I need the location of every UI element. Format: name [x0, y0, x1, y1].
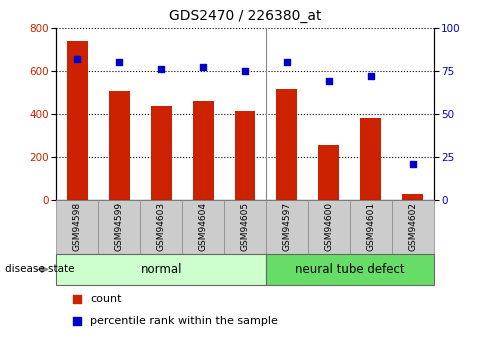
Point — [325, 78, 333, 84]
Bar — [98, 200, 140, 254]
Bar — [350, 200, 392, 254]
Point — [283, 59, 291, 65]
Point — [367, 73, 375, 79]
Text: GSM94602: GSM94602 — [408, 202, 417, 252]
Text: normal: normal — [141, 263, 182, 276]
Text: count: count — [90, 294, 122, 304]
Bar — [266, 254, 434, 285]
Text: GSM94604: GSM94604 — [198, 202, 208, 252]
Text: neural tube defect: neural tube defect — [295, 263, 405, 276]
Text: GDS2470 / 226380_at: GDS2470 / 226380_at — [169, 9, 321, 23]
Bar — [266, 200, 308, 254]
Bar — [182, 200, 224, 254]
Text: disease state: disease state — [5, 265, 74, 274]
Text: GSM94605: GSM94605 — [241, 202, 249, 252]
Text: GSM94601: GSM94601 — [366, 202, 375, 252]
Bar — [109, 91, 130, 200]
Point — [409, 161, 416, 167]
Bar — [318, 145, 339, 200]
Bar — [140, 200, 182, 254]
Bar — [193, 101, 214, 200]
Text: GSM94603: GSM94603 — [157, 202, 166, 252]
Point — [157, 66, 165, 72]
Bar — [392, 200, 434, 254]
Bar — [67, 41, 88, 200]
Bar — [56, 254, 266, 285]
Text: GSM94600: GSM94600 — [324, 202, 333, 252]
Point — [346, 12, 354, 18]
Bar — [402, 194, 423, 200]
Bar — [56, 200, 98, 254]
Bar — [308, 200, 350, 254]
Text: GSM94599: GSM94599 — [115, 202, 124, 252]
Bar — [224, 200, 266, 254]
Point — [115, 59, 123, 65]
Text: GSM94597: GSM94597 — [282, 202, 292, 252]
Point — [241, 68, 249, 73]
Bar — [151, 106, 171, 200]
Text: GSM94598: GSM94598 — [73, 202, 82, 252]
Bar — [360, 118, 381, 200]
Bar — [235, 111, 255, 200]
Point — [346, 216, 354, 222]
Point — [199, 65, 207, 70]
Text: percentile rank within the sample: percentile rank within the sample — [90, 316, 278, 326]
Bar — [276, 89, 297, 200]
Point — [74, 56, 81, 61]
